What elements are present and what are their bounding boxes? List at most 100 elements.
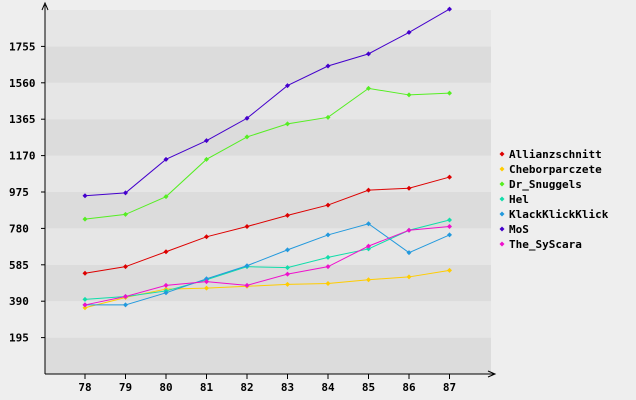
series-line (84, 219, 450, 300)
data-point (325, 202, 331, 208)
series-line (84, 8, 450, 197)
series-line (84, 87, 450, 220)
plot-background-bands (45, 10, 491, 374)
data-point (366, 187, 371, 193)
grid-band (45, 228, 491, 265)
series-line (84, 226, 450, 306)
y-axis-ticks: 195 390 585 780 975 1170 1365 1560 1755 (9, 40, 45, 345)
x-axis-ticks: 78 79 80 81 82 83 84 85 86 87 (78, 374, 456, 394)
series-the_syscara (82, 224, 452, 308)
data-point (325, 114, 331, 120)
data-point (163, 156, 169, 162)
y-tick-label: 975 (9, 186, 29, 199)
data-point (325, 254, 331, 260)
data-point (285, 212, 290, 218)
data-point (447, 6, 452, 12)
data-point (285, 281, 290, 287)
data-point (82, 193, 88, 199)
data-point (406, 274, 412, 280)
y-tick-label: 390 (9, 295, 29, 308)
data-point (447, 232, 452, 238)
grid-band (45, 155, 491, 192)
data-point (406, 250, 412, 256)
legend-label: Allianzschnitt (509, 148, 602, 161)
y-tick-label: 1170 (9, 150, 36, 163)
data-point (285, 121, 290, 127)
grid-band (45, 10, 491, 47)
data-point (244, 224, 250, 230)
x-tick-label: 78 (78, 381, 91, 394)
x-tick-label: 82 (240, 381, 253, 394)
data-point (447, 90, 452, 96)
data-point (163, 194, 169, 200)
grid-band (45, 301, 491, 338)
grid-band (45, 337, 491, 374)
legend-marker (499, 181, 505, 187)
data-point (325, 264, 331, 270)
x-tick-label: 80 (159, 381, 172, 394)
data-point (204, 285, 209, 291)
grid-band (45, 46, 491, 83)
x-tick-label: 86 (402, 381, 416, 394)
y-tick-label: 1365 (9, 113, 36, 126)
grid-band (45, 192, 491, 229)
data-point (366, 51, 371, 57)
data-point (82, 296, 88, 302)
series-line (84, 176, 450, 274)
y-tick-label: 780 (9, 222, 29, 235)
data-point (447, 267, 452, 273)
data-point (325, 63, 331, 69)
legend-marker (499, 151, 505, 157)
data-point (82, 302, 88, 308)
x-tick-label: 87 (443, 381, 456, 394)
data-point (447, 224, 452, 230)
chart-axes (41, 1, 497, 378)
legend-marker (499, 166, 505, 172)
data-point (123, 211, 128, 217)
data-point (163, 290, 169, 296)
legend-marker (499, 241, 505, 247)
legend-label: Hel (509, 193, 529, 206)
y-axis-arrow (41, 1, 49, 11)
x-tick-label: 81 (200, 381, 214, 394)
data-point (123, 302, 128, 308)
data-point (82, 305, 88, 311)
data-point (285, 265, 290, 271)
data-point (244, 134, 250, 140)
data-point (406, 29, 412, 35)
x-tick-label: 83 (281, 381, 294, 394)
legend-label: The_SyScara (509, 238, 582, 251)
series-dr_snuggels (82, 85, 452, 222)
data-point (406, 185, 412, 191)
legend-marker (499, 196, 505, 202)
grid-band (45, 264, 491, 302)
data-point (366, 277, 371, 283)
data-point (204, 156, 209, 162)
data-point (447, 217, 452, 223)
data-point (123, 190, 128, 196)
legend: Allianzschnitt Cheborparczete Dr_Snuggels H… (499, 148, 609, 251)
data-point (406, 92, 412, 98)
data-point (366, 221, 371, 227)
data-point (163, 282, 169, 288)
data-point (285, 247, 290, 253)
y-tick-label: 1560 (9, 77, 36, 90)
y-tick-label: 585 (9, 259, 29, 272)
data-point (244, 263, 250, 269)
x-tick-label: 79 (119, 381, 132, 394)
grid-band (45, 119, 491, 156)
data-point (82, 216, 88, 222)
legend-label: MoS (509, 223, 529, 236)
legend-marker (499, 226, 505, 232)
data-point (285, 83, 290, 89)
y-tick-label: 195 (9, 332, 29, 345)
data-point (325, 232, 331, 238)
series-mos (82, 6, 452, 199)
legend-label: Dr_Snuggels (509, 178, 582, 191)
data-point (244, 115, 250, 121)
x-tick-label: 85 (362, 381, 375, 394)
x-axis-arrow (487, 370, 497, 378)
data-point (285, 271, 290, 277)
data-point (204, 279, 209, 285)
